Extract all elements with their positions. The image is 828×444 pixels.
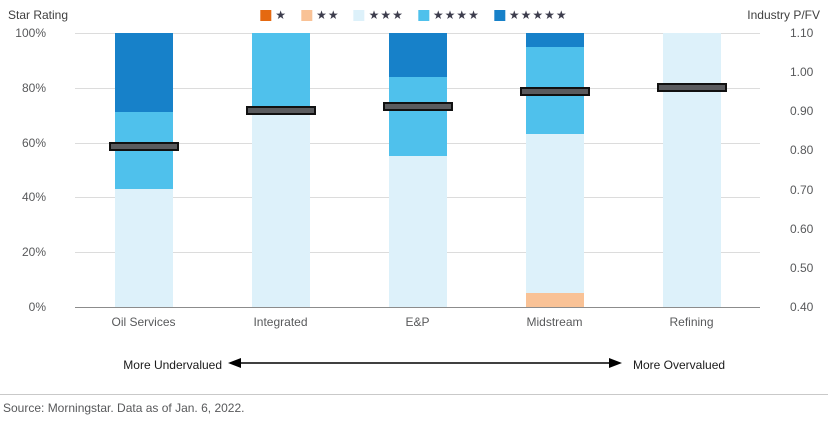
bar-segment-2-star [525, 293, 584, 307]
pfv-marker-integrated [245, 106, 316, 116]
plot-area [75, 33, 760, 308]
star-rating-legend: ★ ★★ ★★★ ★★★★ ★★★★★ [260, 8, 567, 22]
left-axis-tick-labels: 100% 80% 60% 40% 20% 0% [8, 26, 46, 314]
right-tick-label: 0.90 [790, 104, 814, 119]
bar-e-p [382, 33, 453, 307]
valuation-direction-row: More Undervalued More Overvalued [0, 352, 828, 378]
legend-swatch-3-star [353, 9, 365, 21]
right-tick-label: 0.80 [790, 143, 814, 158]
right-tick-label: 0.50 [790, 260, 814, 275]
right-tick-label: 0.70 [790, 182, 814, 197]
bar-refining [656, 33, 727, 307]
legend-item-2-star: ★★ [301, 8, 340, 22]
bar-segment-4-star [388, 76, 447, 157]
category-label-midstream: Midstream [526, 315, 583, 329]
legend-swatch-5-star [493, 9, 505, 21]
legend-stars-1-star: ★ [275, 8, 288, 22]
legend-item-5-star: ★★★★★ [493, 8, 568, 22]
legend-stars-3-star: ★★★ [368, 8, 404, 22]
pfv-marker-refining [656, 82, 727, 92]
bar-segment-3-star [114, 189, 173, 307]
more-undervalued-label: More Undervalued [123, 358, 222, 372]
category-label-integrated: Integrated [253, 315, 308, 329]
left-tick-label: 40% [21, 190, 46, 205]
more-overvalued-label: More Overvalued [633, 358, 726, 372]
double-arrow-icon [228, 358, 622, 368]
category-label-refining: Refining [669, 315, 714, 329]
bar-segment-4-star [251, 33, 310, 116]
category-label-e-p: E&P [405, 315, 430, 329]
left-tick-label: 100% [15, 26, 46, 40]
left-tick-label: 80% [21, 80, 46, 95]
left-tick-label: 20% [21, 245, 46, 260]
bar-segment-3-star [388, 156, 447, 307]
legend-item-3-star: ★★★ [353, 8, 404, 22]
pfv-marker-midstream [519, 86, 590, 96]
legend-swatch-2-star [301, 9, 313, 21]
bar-oil-services [108, 33, 179, 307]
bar-segment-3-star [662, 33, 721, 307]
pfv-marker-oil-services [108, 141, 179, 151]
pfv-marker-e-p [382, 102, 453, 112]
source-divider [0, 394, 828, 395]
left-tick-label: 60% [21, 135, 46, 150]
bar-midstream [519, 33, 590, 307]
legend-stars-5-star: ★★★★★ [508, 8, 568, 22]
left-axis-title: Star Rating [8, 8, 69, 22]
source-note: Source: Morningstar. Data as of Jan. 6, … [3, 401, 245, 415]
legend-item-4-star: ★★★★ [417, 8, 480, 22]
legend-stars-2-star: ★★ [316, 8, 340, 22]
right-tick-label: 1.10 [790, 26, 814, 40]
category-labels: Oil Services Integrated E&P Midstream Refini… [75, 315, 760, 331]
bar-segment-5-star [114, 33, 173, 113]
legend-stars-4-star: ★★★★ [432, 8, 480, 22]
right-tick-label: 1.00 [790, 65, 814, 80]
bar-segment-5-star [388, 33, 447, 77]
left-tick-label: 0% [28, 300, 46, 314]
bar-integrated [245, 33, 316, 307]
gridline [75, 307, 760, 308]
right-tick-label: 0.40 [790, 300, 814, 314]
legend-swatch-1-star [260, 9, 272, 21]
right-tick-label: 0.60 [790, 221, 814, 236]
category-label-oil-services: Oil Services [111, 315, 176, 329]
bar-segment-3-star [251, 115, 310, 307]
legend-swatch-4-star [417, 9, 429, 21]
right-axis-tick-labels: 1.10 1.00 0.90 0.80 0.70 0.60 0.50 0.40 [790, 26, 824, 314]
bar-segment-3-star [525, 134, 584, 294]
legend-item-1-star: ★ [260, 8, 287, 22]
bar-segment-4-star [114, 112, 173, 190]
bar-segment-5-star [525, 33, 584, 47]
right-axis-title: Industry P/FV [747, 8, 820, 22]
